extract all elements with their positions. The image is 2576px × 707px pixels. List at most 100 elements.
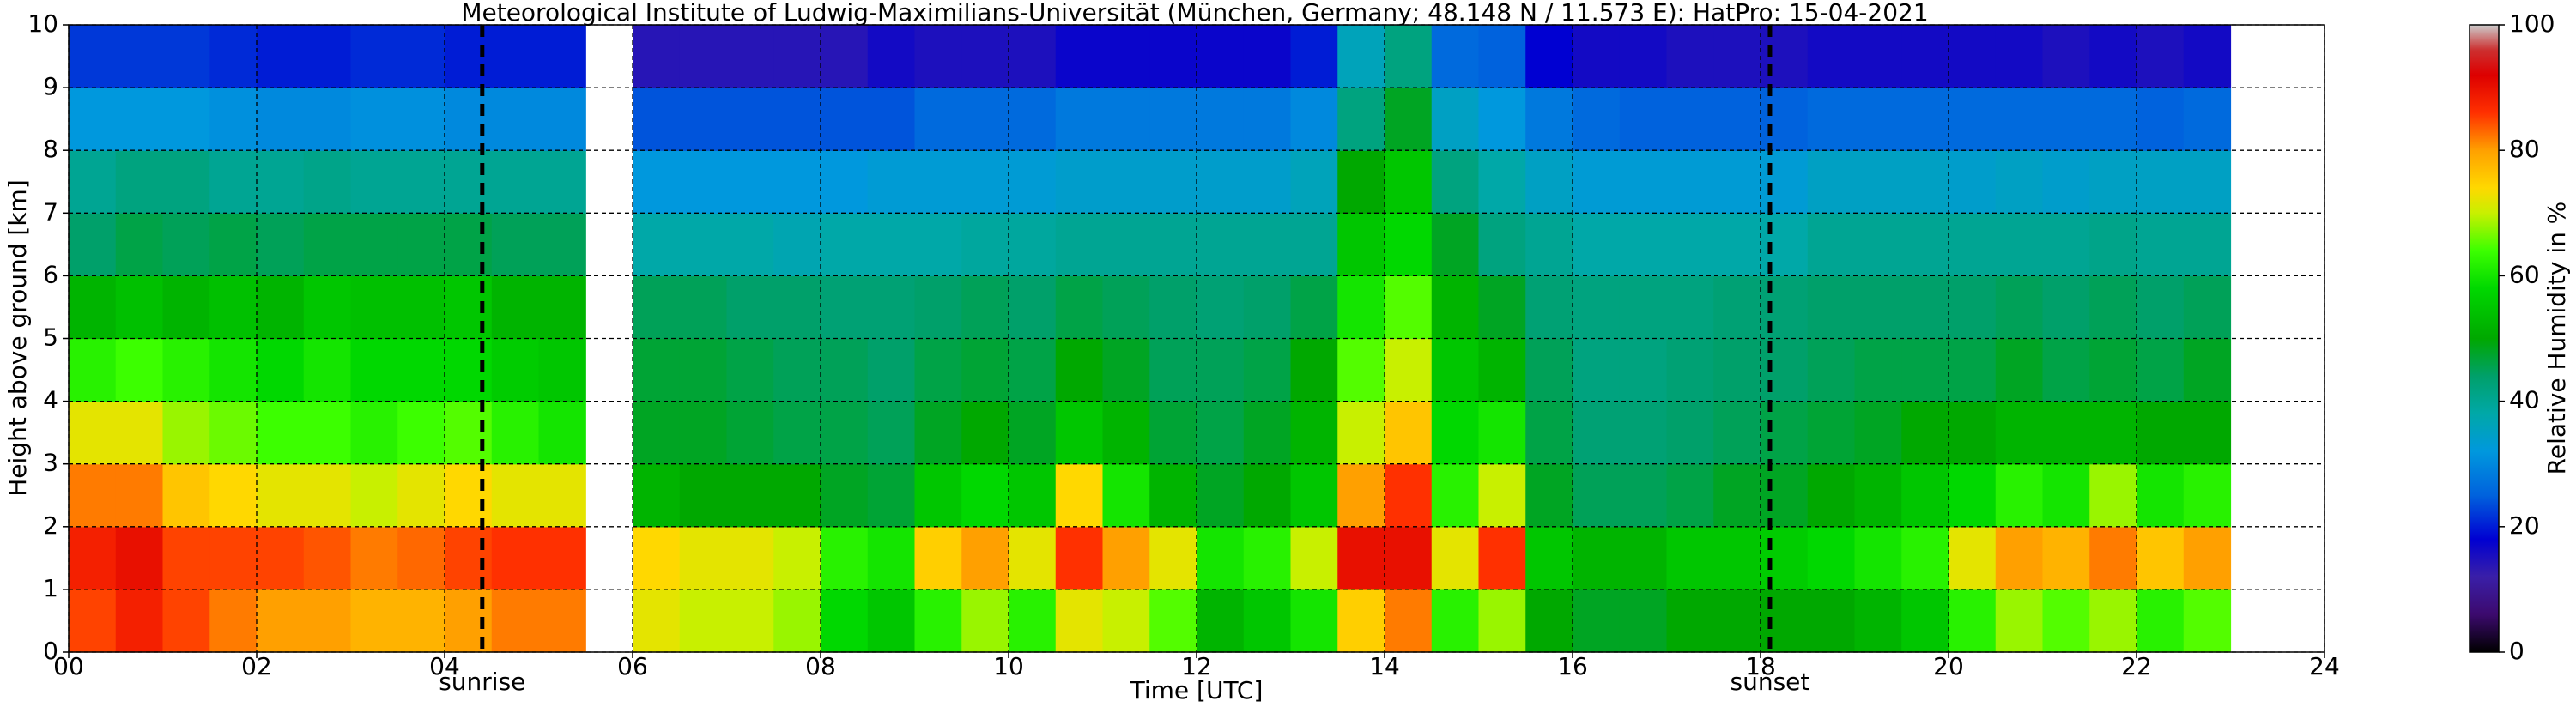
heatmap-cell bbox=[633, 463, 681, 528]
heatmap-cell bbox=[1666, 589, 1714, 653]
heatmap-cell bbox=[633, 88, 681, 151]
heatmap-cell bbox=[1290, 213, 1338, 276]
heatmap-cell bbox=[1666, 213, 1714, 276]
heatmap-cell bbox=[491, 589, 540, 653]
heatmap-cell bbox=[350, 338, 398, 402]
heatmap-cell bbox=[445, 589, 493, 653]
heatmap-cell bbox=[633, 25, 681, 88]
heatmap-cell bbox=[1854, 338, 1902, 402]
heatmap-cell bbox=[1525, 463, 1573, 528]
heatmap-cell bbox=[1995, 338, 2044, 402]
heatmap-cell bbox=[1713, 526, 1761, 590]
heatmap-cell bbox=[1290, 526, 1338, 590]
heatmap-cell bbox=[1807, 275, 1856, 340]
heatmap-cell bbox=[1290, 401, 1338, 465]
heatmap-cell bbox=[538, 213, 586, 276]
heatmap-cell bbox=[1761, 463, 1809, 528]
heatmap-cell bbox=[1854, 213, 1902, 276]
heatmap-cell bbox=[491, 88, 540, 151]
x-axis-label: Time [UTC] bbox=[1130, 676, 1264, 704]
heatmap-cell bbox=[1807, 25, 1856, 88]
heatmap-cell bbox=[1854, 463, 1902, 528]
x-tick-label: 24 bbox=[2309, 652, 2340, 680]
heatmap-cell bbox=[961, 338, 1009, 402]
plot-frame bbox=[68, 24, 2325, 653]
heatmap-cell bbox=[69, 401, 117, 465]
heatmap-cell bbox=[445, 25, 493, 88]
heatmap-cell bbox=[1901, 338, 1949, 402]
heatmap-cell bbox=[726, 589, 774, 653]
heatmap-cell bbox=[1995, 589, 2044, 653]
heatmap-cell bbox=[397, 275, 445, 340]
heatmap-cell bbox=[2042, 589, 2090, 653]
heatmap-cell bbox=[1573, 25, 1621, 88]
heatmap-cell bbox=[538, 275, 586, 340]
heatmap-cell bbox=[679, 213, 728, 276]
heatmap-cell bbox=[491, 526, 540, 590]
heatmap-cell bbox=[209, 526, 258, 590]
heatmap-cell bbox=[1337, 213, 1385, 276]
heatmap-cell bbox=[2089, 150, 2137, 214]
heatmap-cell bbox=[1197, 463, 1245, 528]
heatmap-cell bbox=[1949, 213, 1997, 276]
heatmap-cell bbox=[1525, 526, 1573, 590]
heatmap-cell bbox=[773, 526, 821, 590]
heatmap bbox=[69, 25, 2232, 653]
heatmap-cell bbox=[491, 463, 540, 528]
heatmap-cell bbox=[115, 589, 164, 653]
heatmap-cell bbox=[209, 589, 258, 653]
heatmap-cell bbox=[914, 401, 962, 465]
heatmap-cell bbox=[491, 275, 540, 340]
x-tick-label: 08 bbox=[805, 652, 836, 680]
heatmap-cell bbox=[2183, 25, 2232, 88]
heatmap-cell bbox=[633, 589, 681, 653]
heatmap-cell bbox=[1337, 589, 1385, 653]
heatmap-cell bbox=[303, 401, 352, 465]
heatmap-cell bbox=[115, 526, 164, 590]
heatmap-cell bbox=[303, 338, 352, 402]
heatmap-cell bbox=[1197, 275, 1245, 340]
heatmap-cell bbox=[961, 526, 1009, 590]
heatmap-cell bbox=[1854, 275, 1902, 340]
heatmap-cell bbox=[1995, 401, 2044, 465]
heatmap-cell bbox=[1713, 275, 1761, 340]
heatmap-cell bbox=[1713, 150, 1761, 214]
heatmap-cell bbox=[350, 88, 398, 151]
heatmap-cell bbox=[1009, 275, 1057, 340]
colorbar-label: Relative Humidity in % bbox=[2543, 202, 2571, 475]
heatmap-cell bbox=[257, 275, 305, 340]
heatmap-cell bbox=[1431, 88, 1480, 151]
heatmap-cell bbox=[162, 526, 210, 590]
heatmap-cell bbox=[1102, 338, 1150, 402]
heatmap-cell bbox=[397, 88, 445, 151]
heatmap-cell bbox=[257, 213, 305, 276]
heatmap-cell bbox=[1666, 526, 1714, 590]
heatmap-cell bbox=[1901, 401, 1949, 465]
heatmap-cell bbox=[491, 25, 540, 88]
heatmap-cell bbox=[1102, 150, 1150, 214]
y-tick-label: 8 bbox=[43, 135, 58, 163]
heatmap-cell bbox=[2137, 463, 2185, 528]
y-tick-label: 6 bbox=[43, 260, 58, 288]
heatmap-cell bbox=[961, 401, 1009, 465]
heatmap-cell bbox=[1713, 213, 1761, 276]
heatmap-cell bbox=[1995, 275, 2044, 340]
heatmap-cell bbox=[2042, 526, 2090, 590]
heatmap-cell bbox=[1055, 401, 1104, 465]
heatmap-cell bbox=[2042, 463, 2090, 528]
heatmap-cell bbox=[1478, 25, 1526, 88]
heatmap-cell bbox=[1901, 150, 1949, 214]
heatmap-cell bbox=[867, 150, 916, 214]
heatmap-cell bbox=[821, 401, 869, 465]
heatmap-cell bbox=[961, 213, 1009, 276]
heatmap-cell bbox=[726, 526, 774, 590]
heatmap-cell bbox=[1009, 150, 1057, 214]
heatmap-cell bbox=[2089, 589, 2137, 653]
heatmap-cell bbox=[1102, 275, 1150, 340]
heatmap-cell bbox=[257, 25, 305, 88]
heatmap-cell bbox=[350, 463, 398, 528]
heatmap-cell bbox=[69, 213, 117, 276]
heatmap-cell bbox=[209, 150, 258, 214]
heatmap-cell bbox=[679, 463, 728, 528]
y-tick-label: 1 bbox=[43, 574, 58, 602]
